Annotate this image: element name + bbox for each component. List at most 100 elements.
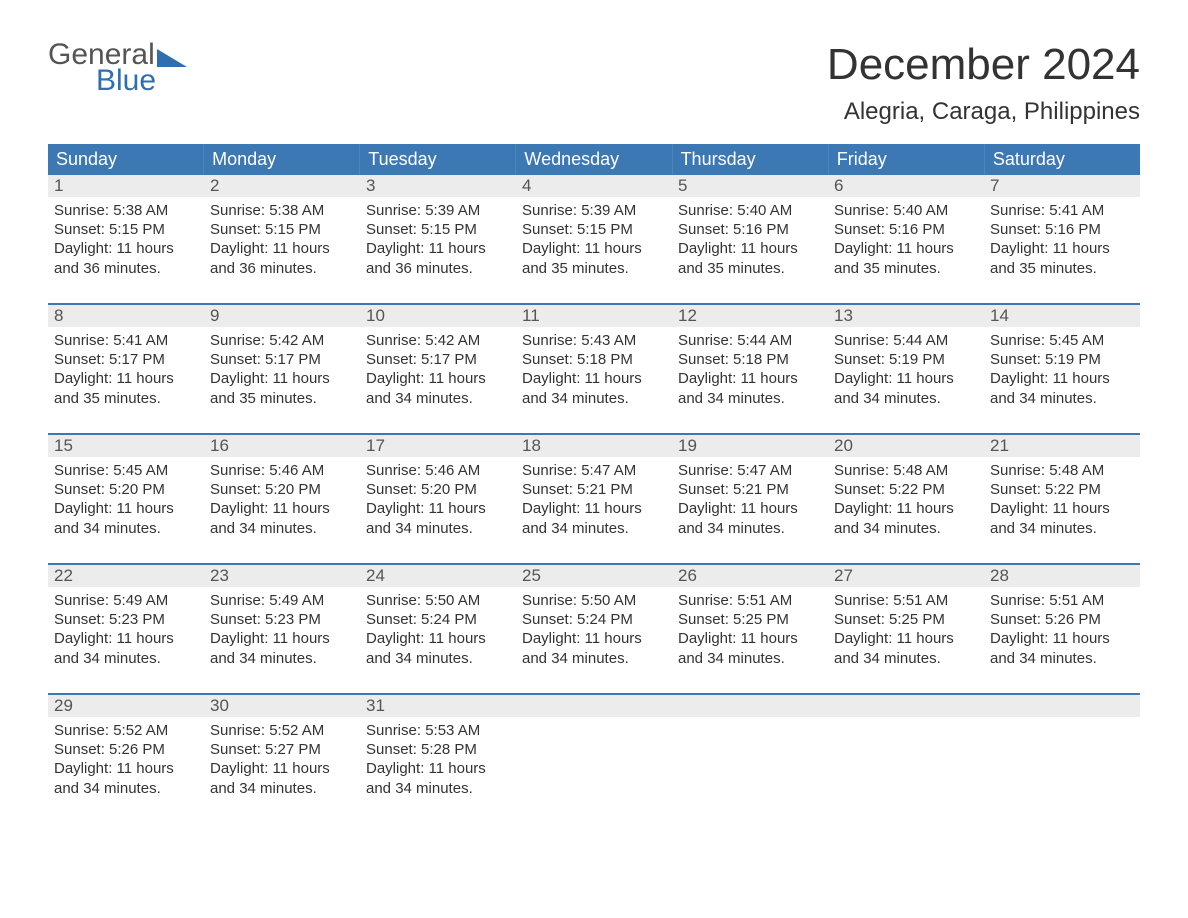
- day-cell: 13Sunrise: 5:44 AMSunset: 5:19 PMDayligh…: [828, 305, 984, 415]
- day-line-sunset: Sunset: 5:23 PM: [54, 610, 198, 629]
- day-cell: 18Sunrise: 5:47 AMSunset: 5:21 PMDayligh…: [516, 435, 672, 545]
- dow-cell: Friday: [829, 144, 985, 175]
- day-line-d2: and 35 minutes.: [990, 259, 1134, 278]
- day-number: [672, 695, 828, 717]
- day-details: Sunrise: 5:46 AMSunset: 5:20 PMDaylight:…: [360, 457, 516, 538]
- day-number: 24: [360, 565, 516, 587]
- logo-triangle-icon: [157, 49, 187, 67]
- day-line-d1: Daylight: 11 hours: [834, 369, 978, 388]
- day-line-d1: Daylight: 11 hours: [210, 629, 354, 648]
- logo-word-blue: Blue: [96, 66, 187, 96]
- day-line-d2: and 34 minutes.: [210, 779, 354, 798]
- day-cell: 17Sunrise: 5:46 AMSunset: 5:20 PMDayligh…: [360, 435, 516, 545]
- day-line-d2: and 34 minutes.: [834, 389, 978, 408]
- day-number: 18: [516, 435, 672, 457]
- day-details: Sunrise: 5:42 AMSunset: 5:17 PMDaylight:…: [204, 327, 360, 408]
- day-cell: 25Sunrise: 5:50 AMSunset: 5:24 PMDayligh…: [516, 565, 672, 675]
- day-line-d1: Daylight: 11 hours: [834, 499, 978, 518]
- day-line-d2: and 35 minutes.: [210, 389, 354, 408]
- day-details: Sunrise: 5:42 AMSunset: 5:17 PMDaylight:…: [360, 327, 516, 408]
- day-line-d1: Daylight: 11 hours: [366, 369, 510, 388]
- day-details: Sunrise: 5:51 AMSunset: 5:25 PMDaylight:…: [672, 587, 828, 668]
- day-number: 8: [48, 305, 204, 327]
- day-line-d2: and 34 minutes.: [522, 389, 666, 408]
- day-line-d1: Daylight: 11 hours: [54, 239, 198, 258]
- day-cell: 3Sunrise: 5:39 AMSunset: 5:15 PMDaylight…: [360, 175, 516, 285]
- day-details: Sunrise: 5:47 AMSunset: 5:21 PMDaylight:…: [516, 457, 672, 538]
- day-line-d2: and 36 minutes.: [366, 259, 510, 278]
- day-line-sunrise: Sunrise: 5:42 AM: [366, 331, 510, 350]
- day-line-sunset: Sunset: 5:15 PM: [210, 220, 354, 239]
- day-details: Sunrise: 5:39 AMSunset: 5:15 PMDaylight:…: [360, 197, 516, 278]
- day-cell: 1Sunrise: 5:38 AMSunset: 5:15 PMDaylight…: [48, 175, 204, 285]
- day-number: [984, 695, 1140, 717]
- day-number: 9: [204, 305, 360, 327]
- day-number: 28: [984, 565, 1140, 587]
- day-line-sunset: Sunset: 5:26 PM: [990, 610, 1134, 629]
- day-line-sunset: Sunset: 5:17 PM: [366, 350, 510, 369]
- day-line-d1: Daylight: 11 hours: [678, 499, 822, 518]
- day-line-sunrise: Sunrise: 5:38 AM: [54, 201, 198, 220]
- day-line-d1: Daylight: 11 hours: [678, 629, 822, 648]
- day-line-sunrise: Sunrise: 5:49 AM: [54, 591, 198, 610]
- day-line-sunrise: Sunrise: 5:39 AM: [522, 201, 666, 220]
- day-line-sunset: Sunset: 5:21 PM: [678, 480, 822, 499]
- week-row: 29Sunrise: 5:52 AMSunset: 5:26 PMDayligh…: [48, 693, 1140, 805]
- day-line-d1: Daylight: 11 hours: [522, 369, 666, 388]
- day-line-d2: and 35 minutes.: [54, 389, 198, 408]
- day-number: 19: [672, 435, 828, 457]
- day-details: Sunrise: 5:43 AMSunset: 5:18 PMDaylight:…: [516, 327, 672, 408]
- day-cell: 9Sunrise: 5:42 AMSunset: 5:17 PMDaylight…: [204, 305, 360, 415]
- day-details: Sunrise: 5:51 AMSunset: 5:25 PMDaylight:…: [828, 587, 984, 668]
- day-line-sunset: Sunset: 5:16 PM: [990, 220, 1134, 239]
- day-details: Sunrise: 5:47 AMSunset: 5:21 PMDaylight:…: [672, 457, 828, 538]
- day-line-sunrise: Sunrise: 5:49 AM: [210, 591, 354, 610]
- day-number: 27: [828, 565, 984, 587]
- day-line-d2: and 35 minutes.: [678, 259, 822, 278]
- day-number: 4: [516, 175, 672, 197]
- day-of-week-header: SundayMondayTuesdayWednesdayThursdayFrid…: [48, 144, 1140, 175]
- day-details: Sunrise: 5:44 AMSunset: 5:18 PMDaylight:…: [672, 327, 828, 408]
- day-line-sunset: Sunset: 5:23 PM: [210, 610, 354, 629]
- day-line-sunrise: Sunrise: 5:47 AM: [678, 461, 822, 480]
- day-line-d2: and 34 minutes.: [522, 649, 666, 668]
- day-line-d1: Daylight: 11 hours: [678, 369, 822, 388]
- day-line-d1: Daylight: 11 hours: [522, 239, 666, 258]
- day-line-sunset: Sunset: 5:16 PM: [678, 220, 822, 239]
- day-line-d2: and 34 minutes.: [54, 649, 198, 668]
- day-details: Sunrise: 5:48 AMSunset: 5:22 PMDaylight:…: [828, 457, 984, 538]
- day-details: Sunrise: 5:46 AMSunset: 5:20 PMDaylight:…: [204, 457, 360, 538]
- day-line-sunrise: Sunrise: 5:53 AM: [366, 721, 510, 740]
- location-subtitle: Alegria, Caraga, Philippines: [827, 98, 1140, 126]
- day-details: Sunrise: 5:49 AMSunset: 5:23 PMDaylight:…: [48, 587, 204, 668]
- day-line-sunset: Sunset: 5:26 PM: [54, 740, 198, 759]
- day-line-d2: and 34 minutes.: [990, 519, 1134, 538]
- day-line-d2: and 34 minutes.: [678, 389, 822, 408]
- header: General Blue December 2024 Alegria, Cara…: [48, 40, 1140, 126]
- day-cell: [516, 695, 672, 805]
- day-cell: 24Sunrise: 5:50 AMSunset: 5:24 PMDayligh…: [360, 565, 516, 675]
- day-line-sunrise: Sunrise: 5:50 AM: [366, 591, 510, 610]
- day-line-sunrise: Sunrise: 5:41 AM: [54, 331, 198, 350]
- day-details: Sunrise: 5:41 AMSunset: 5:17 PMDaylight:…: [48, 327, 204, 408]
- day-line-d2: and 34 minutes.: [54, 519, 198, 538]
- day-line-sunset: Sunset: 5:15 PM: [366, 220, 510, 239]
- day-number: 14: [984, 305, 1140, 327]
- day-details: Sunrise: 5:40 AMSunset: 5:16 PMDaylight:…: [672, 197, 828, 278]
- day-line-d1: Daylight: 11 hours: [990, 629, 1134, 648]
- day-line-d2: and 36 minutes.: [210, 259, 354, 278]
- day-number: 21: [984, 435, 1140, 457]
- dow-cell: Monday: [204, 144, 360, 175]
- day-line-d2: and 34 minutes.: [990, 389, 1134, 408]
- day-line-sunset: Sunset: 5:25 PM: [834, 610, 978, 629]
- day-number: 26: [672, 565, 828, 587]
- day-line-sunset: Sunset: 5:24 PM: [366, 610, 510, 629]
- logo: General Blue: [48, 40, 187, 96]
- day-details: Sunrise: 5:38 AMSunset: 5:15 PMDaylight:…: [204, 197, 360, 278]
- day-line-d2: and 34 minutes.: [366, 389, 510, 408]
- day-line-d1: Daylight: 11 hours: [834, 629, 978, 648]
- day-cell: 26Sunrise: 5:51 AMSunset: 5:25 PMDayligh…: [672, 565, 828, 675]
- day-line-d1: Daylight: 11 hours: [54, 499, 198, 518]
- day-line-d2: and 34 minutes.: [834, 519, 978, 538]
- day-line-d1: Daylight: 11 hours: [366, 499, 510, 518]
